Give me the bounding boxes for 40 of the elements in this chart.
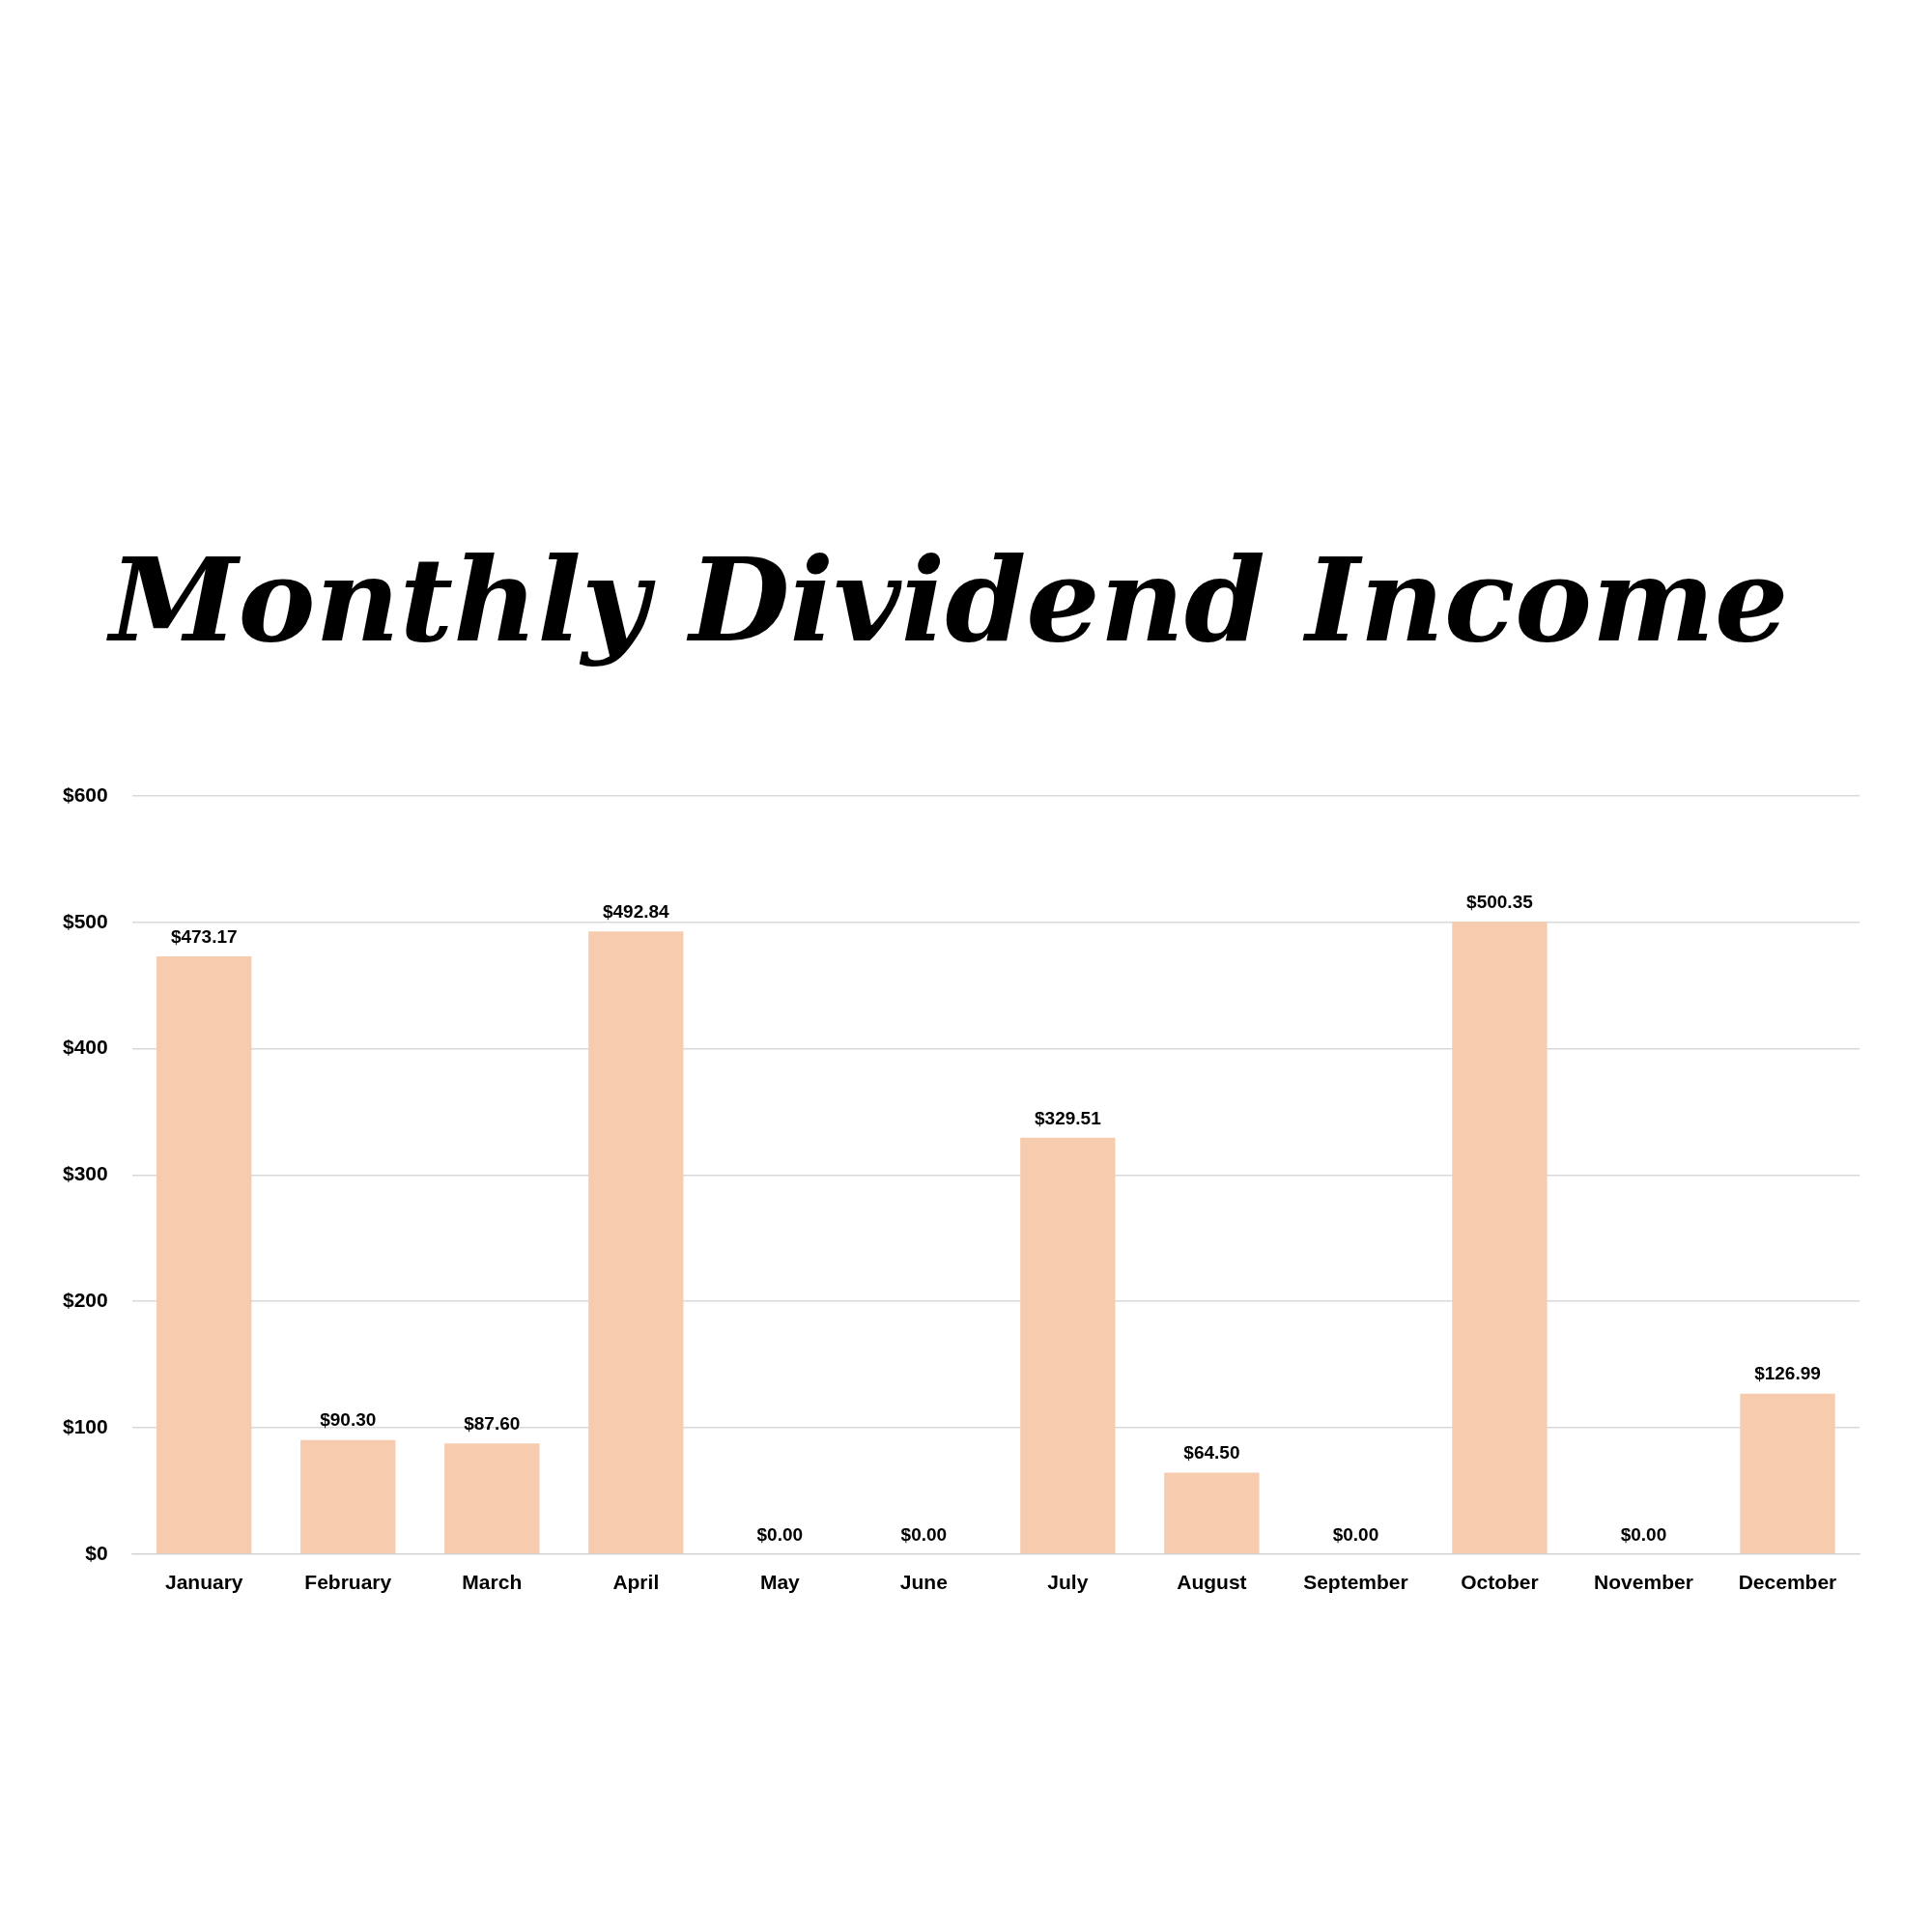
data-label: $473.17 (170, 925, 238, 947)
bar (1164, 1472, 1260, 1554)
x-tick-label: June (899, 1571, 948, 1594)
bar (1452, 922, 1548, 1554)
data-label: $64.50 (1183, 1442, 1240, 1463)
bar (156, 955, 252, 1554)
data-label: $126.99 (1754, 1363, 1821, 1384)
x-tick-label: September (1303, 1571, 1408, 1594)
x-tick-label: May (759, 1571, 801, 1594)
data-label: $492.84 (602, 900, 670, 922)
x-tick-label: November (1594, 1571, 1693, 1594)
bar (300, 1439, 396, 1554)
data-label: $90.30 (320, 1409, 377, 1431)
data-label: $0.00 (1332, 1523, 1379, 1545)
data-label: $87.60 (464, 1412, 521, 1434)
x-tick-label: December (1738, 1571, 1837, 1594)
y-tick-label: $0 (85, 1541, 108, 1564)
x-tick-label: August (1177, 1571, 1247, 1594)
x-tick-label: February (304, 1571, 392, 1594)
y-tick-label: $100 (63, 1414, 108, 1437)
x-tick-label: March (462, 1571, 523, 1594)
data-label: $500.35 (1466, 892, 1534, 913)
x-tick-label: January (164, 1571, 243, 1594)
x-tick-label: October (1461, 1571, 1539, 1594)
y-tick-label: $500 (63, 909, 108, 932)
data-label: $0.00 (1620, 1523, 1667, 1545)
data-label: $0.00 (900, 1523, 948, 1545)
bar (1740, 1393, 1835, 1554)
bar (1020, 1137, 1116, 1554)
y-tick-label: $200 (63, 1289, 108, 1311)
y-tick-label: $300 (63, 1162, 108, 1185)
bar (588, 931, 684, 1554)
bar (444, 1443, 540, 1554)
data-label: $329.51 (1035, 1107, 1102, 1128)
chart-title: Monthly Dividend Income (105, 531, 1789, 668)
x-tick-label: July (1047, 1571, 1089, 1594)
data-label: $0.00 (756, 1523, 804, 1545)
x-tick-label: April (612, 1571, 660, 1594)
y-tick-label: $600 (63, 782, 108, 806)
y-tick-label: $400 (63, 1036, 108, 1059)
